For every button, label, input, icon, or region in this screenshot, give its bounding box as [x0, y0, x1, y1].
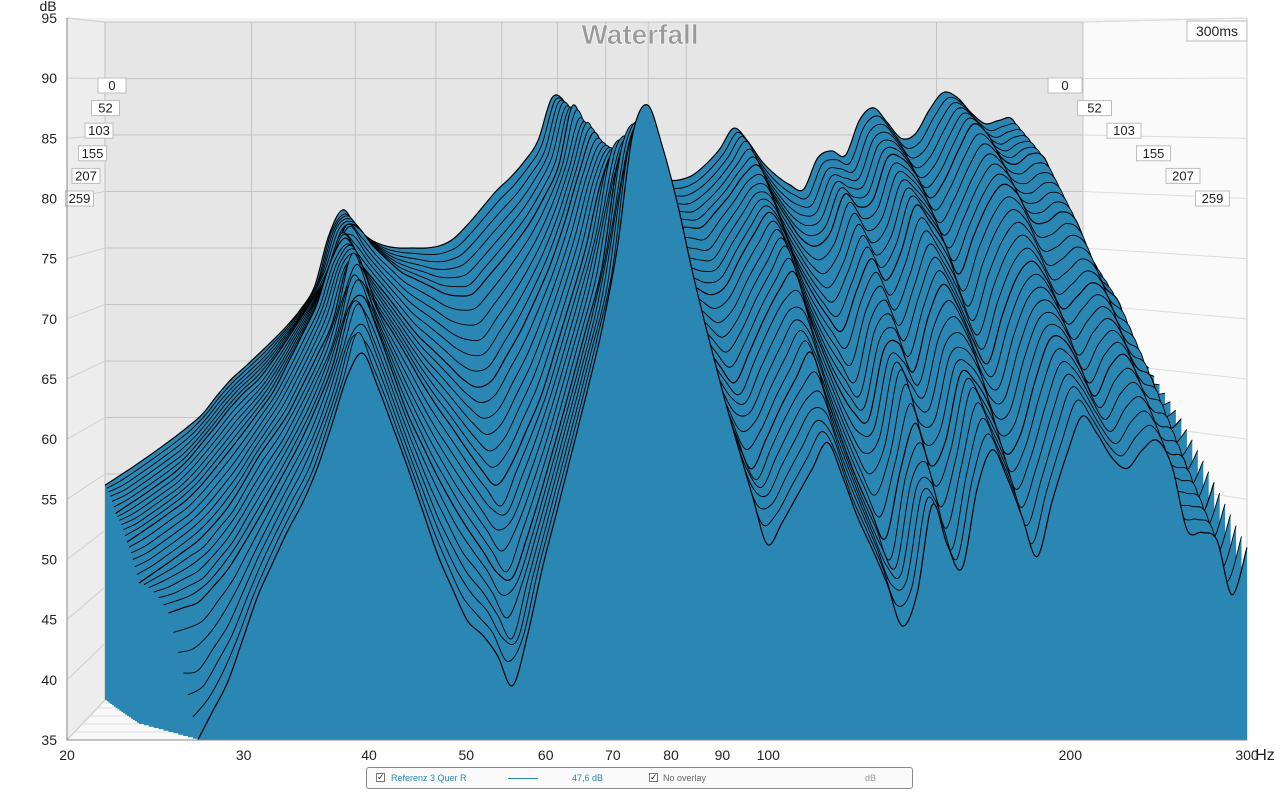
time-label-box-right	[1195, 190, 1230, 207]
left-wall-gridline	[66, 699, 106, 741]
x-tick-label: 50	[458, 747, 474, 763]
time-label-box-left	[71, 167, 101, 184]
y-tick-label: 75	[41, 251, 57, 267]
time-label-right: 259	[1202, 191, 1224, 206]
time-label-box-right	[1136, 145, 1171, 162]
series-name: Referenz 3 Quer R	[391, 773, 467, 783]
time-label-box-left	[65, 190, 94, 207]
left-wall-gridline	[66, 643, 106, 681]
series-checkbox[interactable]: ✓	[376, 772, 385, 782]
time-label-box-right	[1047, 77, 1083, 94]
x-tick-label: 60	[538, 747, 554, 763]
series-value: 47,6 dB	[572, 773, 604, 783]
time-label-left: 103	[88, 123, 110, 138]
x-tick-label: 80	[663, 747, 679, 763]
time-label-box-right	[1106, 122, 1142, 139]
legend-bar: ✓ Referenz 3 Quer R 47,6 dB ✓ No overlay…	[366, 767, 913, 789]
overlay-checkbox[interactable]: ✓	[649, 772, 658, 782]
x-tick-label: 70	[605, 747, 621, 763]
x-tick-label: 40	[361, 747, 377, 763]
x-tick-label: 200	[1059, 747, 1083, 763]
x-axis-unit: Hz	[1255, 747, 1275, 764]
x-tick-label: 30	[236, 747, 252, 763]
x-tick-label: 100	[757, 747, 781, 763]
time-label-left: 52	[98, 101, 112, 116]
y-tick-label: 60	[41, 431, 57, 447]
x-tick-label: 300	[1235, 747, 1259, 763]
overlay-label: No overlay	[663, 773, 707, 783]
time-label-right: 155	[1143, 146, 1165, 161]
left-wall-gridline	[66, 586, 106, 621]
x-tick-label: 90	[715, 747, 731, 763]
time-label: 300ms	[1196, 23, 1238, 39]
time-label-right: 52	[1087, 101, 1101, 116]
series-swatch	[508, 778, 538, 779]
slice-fill-0	[197, 104, 1247, 741]
y-tick-label: 50	[41, 552, 57, 568]
time-label-right: 103	[1113, 123, 1135, 138]
left-wall-gridline	[66, 17, 106, 23]
time-label-box-left	[91, 100, 120, 117]
y-tick-label: 55	[41, 491, 57, 507]
time-label-left: 0	[108, 78, 115, 93]
waterfall-slices	[104, 91, 1248, 741]
y-tick-label: 85	[41, 130, 57, 146]
y-axis-unit: dB	[39, 0, 56, 14]
time-label-right: 207	[1172, 168, 1194, 183]
y-tick-label: 35	[41, 732, 57, 748]
y-tick-label: 80	[41, 191, 57, 207]
y-tick-label: 70	[41, 311, 57, 327]
time-label-box-right	[1077, 100, 1112, 117]
time-label-left: 259	[69, 191, 91, 206]
series-line-0	[197, 104, 1248, 741]
time-label-box-right	[1165, 167, 1201, 184]
y-tick-label: 95	[41, 10, 57, 26]
left-wall-gridline	[66, 473, 106, 500]
left-wall-gridline	[66, 360, 106, 380]
left-wall-gridline	[66, 304, 106, 320]
time-label-right: 0	[1061, 78, 1068, 93]
y-tick-label: 65	[41, 371, 57, 387]
left-wall-gridline	[66, 417, 106, 440]
left-wall-gridline	[66, 247, 106, 260]
time-label-box-left	[78, 145, 107, 162]
right-wall-gridline	[1082, 17, 1248, 23]
time-readout: 300ms	[1186, 20, 1248, 42]
right-wall-gridline	[1082, 247, 1248, 260]
chart-axes: 0 0 52 52 103 103 155 155 207 207 259 259 35 40 45 50 55…	[41, 10, 1258, 763]
x-tick-label: 20	[59, 747, 75, 763]
time-label-box-left	[97, 77, 127, 94]
time-label-box-left	[84, 122, 114, 139]
y-tick-label: 40	[41, 672, 57, 688]
chart-title: Waterfall	[581, 19, 698, 50]
y-tick-label: 90	[41, 70, 57, 86]
left-wall-gridline	[66, 530, 106, 560]
time-label-left: 155	[82, 146, 104, 161]
y-tick-label: 45	[41, 612, 57, 628]
time-label-left: 207	[75, 168, 97, 183]
overlay-unit: dB	[865, 773, 877, 783]
